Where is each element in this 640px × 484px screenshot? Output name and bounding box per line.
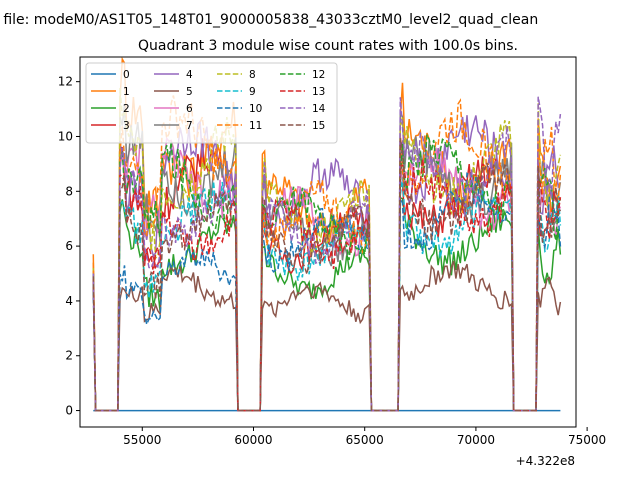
legend-label-6: 6 bbox=[186, 103, 193, 115]
x-axis: 55000 60000 65000 70000 75000 bbox=[123, 427, 606, 447]
legend-label-4: 4 bbox=[186, 69, 193, 81]
y-tick-label: 0 bbox=[65, 404, 73, 418]
series-line-15 bbox=[92, 138, 562, 412]
series-line-7 bbox=[92, 104, 562, 412]
legend-label-11: 11 bbox=[249, 120, 262, 132]
x-tick-label: 65000 bbox=[346, 433, 384, 447]
series-line-9 bbox=[92, 177, 562, 412]
legend-label-10: 10 bbox=[249, 103, 262, 115]
y-axis: 0 2 4 6 8 10 12 bbox=[58, 75, 80, 418]
series-line-13 bbox=[92, 158, 562, 412]
y-tick-label: 2 bbox=[65, 349, 73, 363]
legend-label-7: 7 bbox=[186, 120, 193, 132]
chart-title: Quadrant 3 module wise count rates with … bbox=[138, 38, 518, 54]
legend-label-12: 12 bbox=[312, 69, 325, 81]
legend-label-5: 5 bbox=[186, 86, 193, 98]
series-line-10 bbox=[92, 172, 562, 412]
legend-label-0: 0 bbox=[123, 69, 130, 81]
y-tick-label: 12 bbox=[58, 75, 73, 89]
legend-label-15: 15 bbox=[312, 120, 325, 132]
legend-label-9: 9 bbox=[249, 86, 256, 98]
y-tick-label: 4 bbox=[65, 294, 73, 308]
figure-suptitle: n file: modeM0/AS1T05_148T01_9000005838_… bbox=[0, 12, 538, 28]
y-tick-label: 8 bbox=[65, 184, 73, 198]
legend-label-14: 14 bbox=[312, 103, 326, 115]
legend-label-2: 2 bbox=[123, 103, 130, 115]
legend-label-3: 3 bbox=[123, 120, 130, 132]
y-tick-label: 6 bbox=[65, 239, 73, 253]
legend-label-8: 8 bbox=[249, 69, 256, 81]
x-tick-label: 55000 bbox=[123, 433, 161, 447]
legend-label-1: 1 bbox=[123, 86, 130, 98]
series-line-14 bbox=[92, 96, 562, 412]
x-axis-offset-label: +4.322e8 bbox=[516, 454, 575, 468]
plot-frame bbox=[79, 56, 577, 428]
x-tick-label: 70000 bbox=[457, 433, 495, 447]
legend-label-13: 13 bbox=[312, 86, 325, 98]
x-tick-label: 75000 bbox=[568, 433, 606, 447]
legend-frame bbox=[85, 62, 338, 144]
y-tick-label: 10 bbox=[58, 129, 73, 143]
series-line-12 bbox=[92, 134, 562, 412]
x-tick-label: 60000 bbox=[234, 433, 272, 447]
series-line-5 bbox=[92, 260, 562, 412]
